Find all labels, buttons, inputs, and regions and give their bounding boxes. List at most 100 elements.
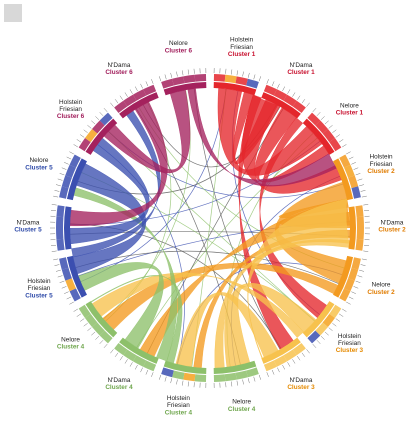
- segment-breed-label: Holstein: [230, 37, 254, 44]
- segment-outer-band: [225, 373, 237, 381]
- segment-cluster-label: Cluster 5: [25, 292, 53, 299]
- tick-mark: [120, 96, 123, 100]
- segment-cluster-label: Cluster 3: [336, 347, 364, 354]
- segment-outer-band: [59, 186, 68, 198]
- tick-mark: [313, 344, 316, 348]
- tick-mark: [356, 281, 361, 283]
- tick-mark: [176, 72, 177, 77]
- tick-mark: [135, 365, 137, 369]
- tick-mark: [182, 70, 183, 75]
- corner-placeholder: [4, 4, 22, 22]
- tick-mark: [277, 368, 279, 373]
- tick-mark: [159, 76, 161, 81]
- tick-mark: [317, 112, 320, 116]
- tick-mark: [140, 84, 142, 89]
- tick-mark: [80, 135, 84, 138]
- tick-mark: [237, 381, 238, 386]
- tick-mark: [60, 281, 65, 283]
- segment-breed-label: N'Dama: [381, 219, 404, 226]
- tick-mark: [77, 314, 81, 317]
- tick-mark: [332, 323, 336, 326]
- tick-mark: [151, 372, 153, 377]
- segment-breed-label: N'Dama: [17, 219, 40, 226]
- tick-mark: [248, 73, 249, 78]
- tick-mark: [321, 116, 325, 119]
- tick-mark: [171, 378, 172, 383]
- tick-mark: [51, 210, 56, 211]
- tick-mark: [267, 372, 269, 377]
- tick-mark: [364, 245, 369, 246]
- segment-cluster-label: Cluster 3: [287, 384, 315, 391]
- segment-cluster-label: Cluster 4: [228, 406, 256, 413]
- segment-outer-band: [357, 217, 364, 228]
- segment-outer-band: [355, 239, 363, 251]
- tick-mark: [58, 179, 63, 181]
- segment-outer-band: [214, 74, 226, 82]
- tick-mark: [151, 79, 153, 84]
- segment-breed-label: Nelore: [372, 282, 391, 289]
- segment-outer-band: [195, 374, 207, 382]
- tick-mark: [52, 204, 57, 205]
- segment-inner-band: [348, 206, 356, 249]
- tick-mark: [194, 382, 195, 387]
- segment-breed-label: Nelore: [30, 157, 49, 164]
- segment-outer-band: [56, 205, 64, 217]
- tick-mark: [74, 309, 78, 312]
- segment-breed-label: Nelore: [232, 399, 251, 406]
- tick-mark: [115, 99, 118, 103]
- tick-mark: [91, 121, 95, 124]
- tick-mark: [297, 96, 300, 100]
- tick-mark: [95, 116, 99, 119]
- segment-outer-band: [56, 217, 63, 228]
- tick-mark: [171, 73, 172, 78]
- segment-outer-band: [195, 74, 207, 82]
- tick-mark: [363, 204, 368, 205]
- tick-mark: [359, 270, 364, 271]
- segment-breed-label: Holstein: [338, 333, 362, 340]
- segment-outer-band: [56, 239, 64, 251]
- tick-mark: [336, 319, 340, 322]
- segment-outer-band: [214, 374, 226, 382]
- segment-breed-label: Friesian: [59, 106, 82, 113]
- tick-mark: [329, 328, 333, 331]
- tick-mark: [306, 103, 309, 107]
- segment-outer-band: [355, 205, 363, 217]
- tick-mark: [120, 356, 123, 360]
- tick-mark: [329, 125, 333, 128]
- tick-mark: [62, 168, 67, 170]
- tick-mark: [226, 382, 227, 387]
- tick-mark: [130, 89, 133, 93]
- tick-mark: [58, 276, 63, 278]
- tick-mark: [64, 292, 69, 294]
- tick-mark: [231, 382, 232, 387]
- segment-outer-band: [183, 75, 195, 83]
- segment-outer-band: [351, 257, 360, 269]
- tick-mark: [302, 99, 305, 103]
- tick-mark: [277, 84, 279, 89]
- tick-mark: [254, 74, 255, 79]
- tick-mark: [321, 336, 325, 339]
- tick-mark: [342, 144, 346, 147]
- tick-mark: [56, 185, 61, 186]
- tick-mark: [248, 378, 249, 383]
- tick-mark: [313, 108, 316, 112]
- segment-outer-band: [172, 370, 184, 379]
- segment-cluster-label: Cluster 4: [105, 384, 133, 391]
- tick-mark: [325, 121, 329, 124]
- segment-cluster-label: Cluster 2: [367, 289, 395, 296]
- tick-mark: [104, 108, 107, 112]
- segment-cluster-label: Cluster 1: [287, 69, 315, 76]
- tick-mark: [60, 173, 65, 175]
- segment-breed-label: Friesian: [338, 340, 361, 347]
- segment-cluster-label: Cluster 4: [57, 344, 85, 351]
- tick-mark: [146, 81, 148, 86]
- tick-mark: [351, 292, 356, 294]
